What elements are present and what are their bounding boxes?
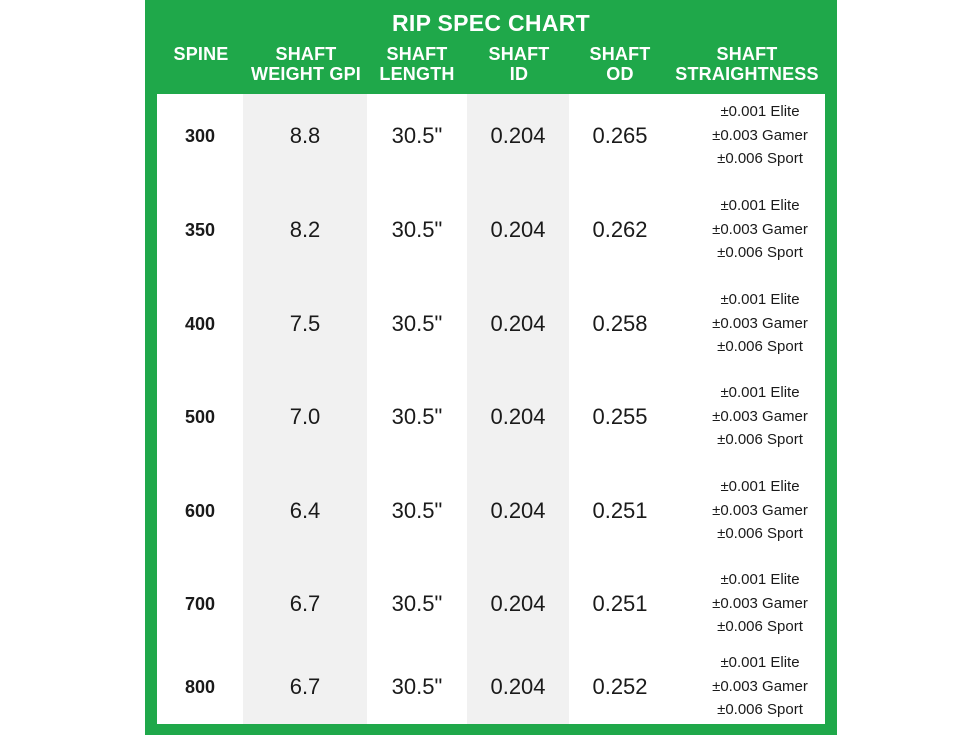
spine-cell: 350 [184,220,216,240]
straightness-cell: ±0.001 Elite ±0.003 Gamer ±0.006 Sport [695,568,825,639]
od-cell: 0.255 [592,404,648,429]
straightness-sport: ±0.006 Sport [717,525,803,542]
straightness-sport: ±0.006 Sport [717,150,803,167]
spec-chart: RIP SPEC CHART SPINE SHAFT WEIGHT GPI SH… [145,0,837,735]
header-shaft-id-line1: SHAFT [488,44,550,64]
weight-cell: 6.7 [289,591,321,616]
id-cell: 0.204 [490,217,546,242]
od-cell: 0.258 [592,311,648,336]
header-shaft-weight: SHAFT WEIGHT GPI [243,44,369,84]
id-cell: 0.204 [490,591,546,616]
spine-cell: 500 [184,407,216,427]
straightness-gamer: ±0.003 Gamer [712,677,808,695]
header-shaft-length: SHAFT LENGTH [367,44,467,84]
weight-cell: 6.4 [289,498,321,523]
straightness-cell: ±0.001 Elite ±0.003 Gamer ±0.006 Sport [695,651,825,722]
straightness-gamer: ±0.003 Gamer [712,501,808,519]
weight-cell: 8.2 [289,217,321,242]
spine-cell: 600 [184,501,216,521]
spine-cell: 400 [184,314,216,334]
straightness-cell: ±0.001 Elite ±0.003 Gamer ±0.006 Sport [695,475,825,546]
straightness-cell: ±0.001 Elite ±0.003 Gamer ±0.006 Sport [695,194,825,265]
od-cell: 0.262 [592,217,648,242]
length-cell: 30.5" [391,217,443,242]
straightness-elite: ±0.001 Elite [720,384,800,401]
length-cell: 30.5" [391,404,443,429]
header-shaft-straightness-line1: SHAFT [716,44,778,64]
od-cell: 0.251 [592,498,648,523]
straightness-sport: ±0.006 Sport [717,244,803,261]
header-shaft-od-line2: OD [606,64,634,84]
weight-cell: 6.7 [289,674,321,699]
straightness-sport: ±0.006 Sport [717,338,803,355]
weight-cell: 7.0 [289,404,321,429]
header-spine-line1: SPINE [173,44,229,64]
straightness-cell: ±0.001 Elite ±0.003 Gamer ±0.006 Sport [695,100,825,171]
straightness-gamer: ±0.003 Gamer [712,126,808,144]
straightness-gamer: ±0.003 Gamer [712,407,808,425]
straightness-sport: ±0.006 Sport [717,701,803,718]
header-spine: SPINE [157,44,245,64]
straightness-elite: ±0.001 Elite [720,291,800,308]
length-cell: 30.5" [391,591,443,616]
id-cell: 0.204 [490,498,546,523]
straightness-elite: ±0.001 Elite [720,654,800,671]
od-cell: 0.252 [592,674,648,699]
shaded-column-id [467,94,569,724]
id-cell: 0.204 [490,404,546,429]
table-body: 300 8.8 30.5" 0.204 0.265 ±0.001 Elite ±… [157,94,825,724]
header-shaft-od: SHAFT OD [569,44,671,84]
length-cell: 30.5" [391,674,443,699]
straightness-sport: ±0.006 Sport [717,618,803,635]
straightness-cell: ±0.001 Elite ±0.003 Gamer ±0.006 Sport [695,381,825,452]
straightness-gamer: ±0.003 Gamer [712,594,808,612]
id-cell: 0.204 [490,123,546,148]
shaded-column-weight [243,94,367,724]
header-shaft-od-line1: SHAFT [589,44,651,64]
weight-cell: 8.8 [289,123,321,148]
length-cell: 30.5" [391,498,443,523]
straightness-elite: ±0.001 Elite [720,478,800,495]
straightness-gamer: ±0.003 Gamer [712,314,808,332]
id-cell: 0.204 [490,674,546,699]
straightness-gamer: ±0.003 Gamer [712,220,808,238]
header-shaft-id-line2: ID [509,64,529,84]
straightness-elite: ±0.001 Elite [720,571,800,588]
header-shaft-length-line2: LENGTH [379,64,455,84]
spine-cell: 700 [184,594,216,614]
chart-title: RIP SPEC CHART [391,10,591,36]
spine-cell: 300 [184,126,216,146]
id-cell: 0.204 [490,311,546,336]
od-cell: 0.265 [592,123,648,148]
straightness-sport: ±0.006 Sport [717,431,803,448]
straightness-elite: ±0.001 Elite [720,197,800,214]
straightness-elite: ±0.001 Elite [720,103,800,120]
spine-cell: 800 [184,677,216,697]
header-shaft-straightness: SHAFT STRAIGHTNESS [671,44,823,84]
header-shaft-length-line1: SHAFT [386,44,448,64]
header-shaft-id: SHAFT ID [469,44,569,84]
weight-cell: 7.5 [289,311,321,336]
length-cell: 30.5" [391,123,443,148]
header-shaft-weight-line2: WEIGHT GPI [251,64,361,84]
straightness-cell: ±0.001 Elite ±0.003 Gamer ±0.006 Sport [695,288,825,359]
header-shaft-weight-line1: SHAFT [275,44,337,64]
length-cell: 30.5" [391,311,443,336]
header-shaft-straightness-line2: STRAIGHTNESS [675,64,819,84]
od-cell: 0.251 [592,591,648,616]
